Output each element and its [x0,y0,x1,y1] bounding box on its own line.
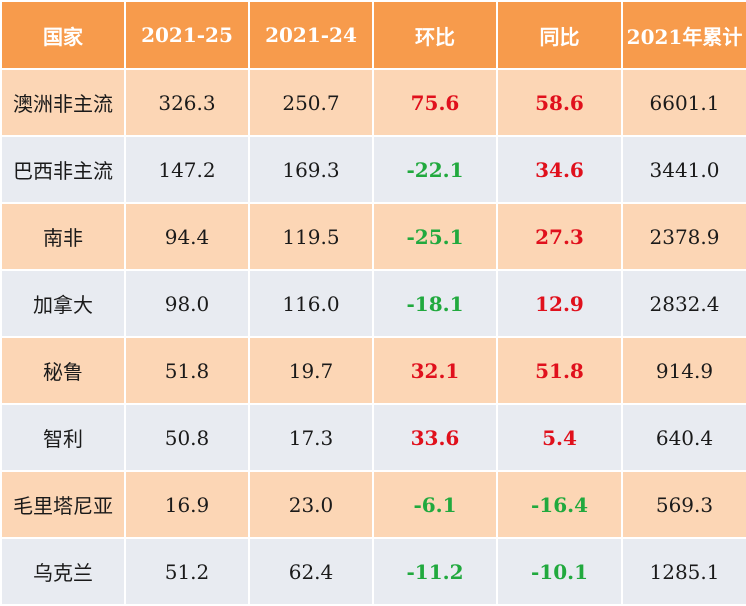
cell-week-25: 147.2 [124,135,250,204]
cell-country: 秘鲁 [0,336,126,405]
table-header-row: 国家 2021-25 2021-24 环比 同比 2021年累计 [0,0,746,70]
cell-week-24: 17.3 [248,403,374,472]
table-row: 澳洲非主流 326.3 250.7 75.6 58.6 6601.1 [0,68,746,137]
cell-yoy: -16.4 [496,470,623,539]
table-row: 加拿大 98.0 116.0 -18.1 12.9 2832.4 [0,269,746,338]
cell-ytd: 6601.1 [621,68,746,137]
cell-country: 巴西非主流 [0,135,126,204]
cell-ytd: 914.9 [621,336,746,405]
cell-mom: 32.1 [372,336,498,405]
cell-week-25: 51.2 [124,537,250,606]
cell-mom: -6.1 [372,470,498,539]
cell-ytd: 2832.4 [621,269,746,338]
cell-week-24: 116.0 [248,269,374,338]
cell-mom: -25.1 [372,202,498,271]
header-country: 国家 [0,0,126,70]
cell-week-24: 23.0 [248,470,374,539]
table-row: 巴西非主流 147.2 169.3 -22.1 34.6 3441.0 [0,135,746,204]
cell-country: 澳洲非主流 [0,68,126,137]
cell-mom: -18.1 [372,269,498,338]
cell-yoy: 34.6 [496,135,623,204]
header-week-25: 2021-25 [124,0,250,70]
cell-yoy: 51.8 [496,336,623,405]
table-row: 毛里塔尼亚 16.9 23.0 -6.1 -16.4 569.3 [0,470,746,539]
cell-week-24: 19.7 [248,336,374,405]
header-week-24: 2021-24 [248,0,374,70]
cell-yoy: -10.1 [496,537,623,606]
cell-week-25: 51.8 [124,336,250,405]
table-row: 秘鲁 51.8 19.7 32.1 51.8 914.9 [0,336,746,405]
cell-mom: -22.1 [372,135,498,204]
cell-mom: 33.6 [372,403,498,472]
cell-week-25: 94.4 [124,202,250,271]
header-yoy: 同比 [496,0,623,70]
cell-week-24: 250.7 [248,68,374,137]
cell-ytd: 640.4 [621,403,746,472]
cell-yoy: 58.6 [496,68,623,137]
cell-country: 南非 [0,202,126,271]
cell-week-25: 98.0 [124,269,250,338]
cell-week-24: 169.3 [248,135,374,204]
cell-country: 智利 [0,403,126,472]
cell-week-24: 62.4 [248,537,374,606]
cell-yoy: 5.4 [496,403,623,472]
cell-ytd: 2378.9 [621,202,746,271]
header-mom: 环比 [372,0,498,70]
cell-ytd: 3441.0 [621,135,746,204]
cell-week-25: 16.9 [124,470,250,539]
table-row: 智利 50.8 17.3 33.6 5.4 640.4 [0,403,746,472]
cell-ytd: 569.3 [621,470,746,539]
cell-yoy: 27.3 [496,202,623,271]
table-row: 乌克兰 51.2 62.4 -11.2 -10.1 1285.1 [0,537,746,606]
cell-mom: 75.6 [372,68,498,137]
cell-mom: -11.2 [372,537,498,606]
header-ytd: 2021年累计 [621,0,746,70]
cell-week-25: 50.8 [124,403,250,472]
table-row: 南非 94.4 119.5 -25.1 27.3 2378.9 [0,202,746,271]
cell-country: 加拿大 [0,269,126,338]
cell-yoy: 12.9 [496,269,623,338]
cell-country: 毛里塔尼亚 [0,470,126,539]
cell-ytd: 1285.1 [621,537,746,606]
cell-week-24: 119.5 [248,202,374,271]
cell-week-25: 326.3 [124,68,250,137]
cell-country: 乌克兰 [0,537,126,606]
